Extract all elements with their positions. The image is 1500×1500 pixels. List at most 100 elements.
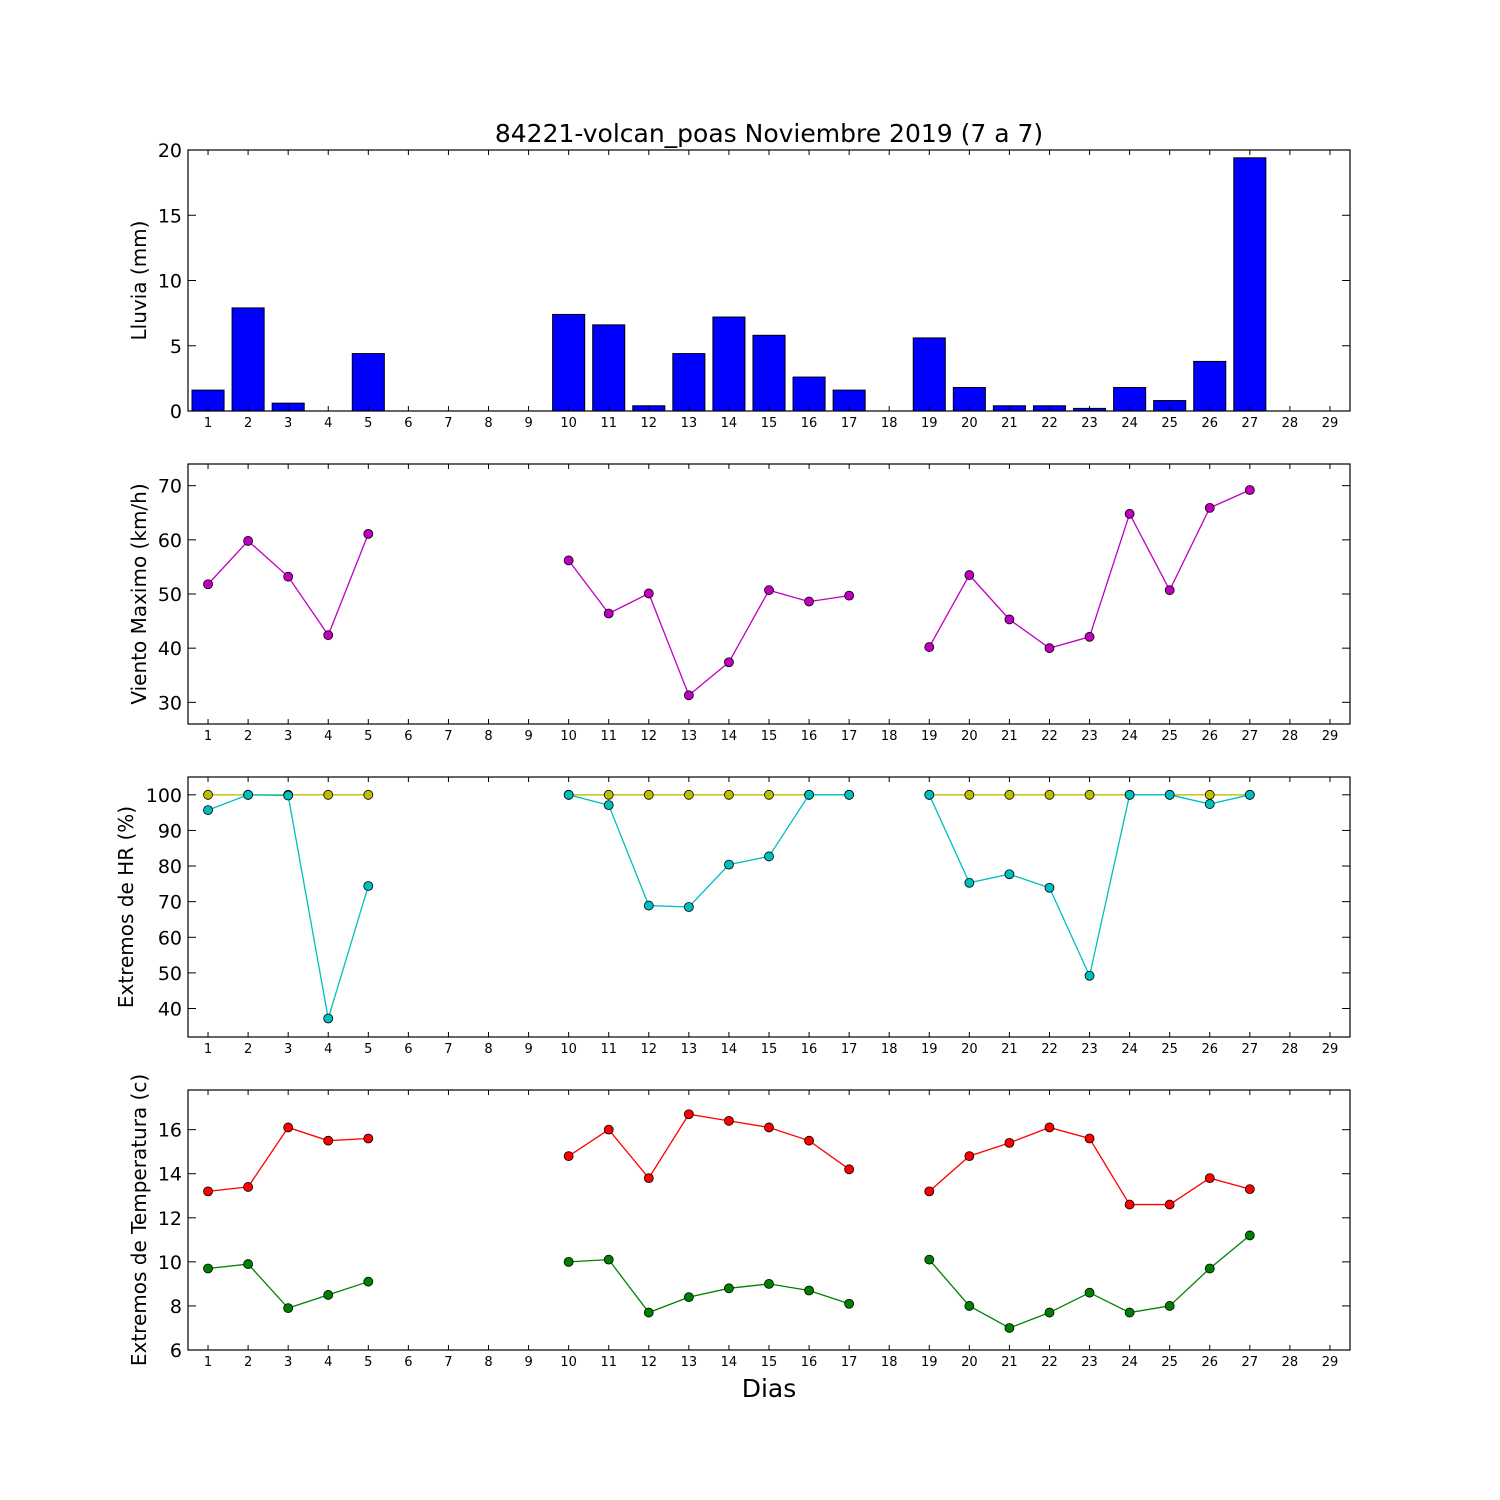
series-1-point-day-16 [804, 596, 814, 607]
series-1-point-day-20 [964, 1151, 975, 1162]
y-tick-label: 50 [158, 963, 182, 985]
series-2-point-day-22 [1044, 1307, 1055, 1318]
x-tick-label: 14 [721, 729, 738, 744]
x-tick-label: 3 [284, 416, 292, 431]
series-1-point-day-3 [283, 1122, 294, 1133]
x-tick-label: 16 [801, 1355, 818, 1370]
y-tick-label: 5 [170, 336, 182, 358]
bar-day-13 [672, 353, 706, 412]
x-tick-label: 15 [761, 1355, 778, 1370]
series-1-point-day-1 [203, 1186, 213, 1197]
series-1-point-day-26 [1204, 789, 1215, 800]
x-tick-label: 17 [841, 1355, 858, 1370]
x-tick-label: 6 [404, 729, 412, 744]
series-2-point-day-21 [1004, 1323, 1015, 1333]
x-tick-label: 20 [961, 1042, 978, 1057]
series-1-point-day-11 [603, 1124, 614, 1135]
series-2-point-day-3 [283, 1303, 294, 1314]
x-tick-label: 16 [801, 1042, 818, 1057]
x-tick-label: 28 [1282, 416, 1299, 431]
x-tick-label: 8 [484, 729, 492, 744]
x-tick-label: 26 [1201, 1355, 1218, 1370]
x-tick-label: 27 [1242, 416, 1259, 431]
y-tick-label: 90 [158, 820, 182, 842]
series-2-point-day-20 [964, 1301, 975, 1311]
series-1-point-day-22 [1044, 1122, 1055, 1133]
x-tick-label: 11 [600, 729, 617, 744]
series-2-point-day-23 [1084, 1287, 1095, 1298]
x-tick-label: 13 [681, 416, 698, 431]
series-2-point-day-17 [844, 1298, 855, 1309]
x-tick-label: 4 [324, 1042, 332, 1057]
x-tick-label: 20 [961, 416, 978, 431]
series-2-point-day-27 [1244, 1230, 1255, 1241]
panel-3: 1 2 3 4 5 6 7 8 9 10 11 12 13 14 15 16 17 18 19 20 21 22 23 24 2… [114, 776, 1351, 1057]
series-1-point-day-19 [924, 642, 935, 652]
series-1-point-day-10 [563, 555, 574, 566]
y-tick-label: 60 [158, 927, 182, 949]
x-tick-label: 13 [681, 1042, 698, 1057]
x-tick-label: 11 [600, 1042, 617, 1057]
series-2-point-day-27 [1244, 789, 1255, 800]
series-2-point-day-21 [1004, 869, 1015, 880]
series-2-point-day-4 [323, 1290, 334, 1300]
x-tick-label: 21 [1001, 416, 1018, 431]
x-tick-label: 24 [1121, 416, 1138, 431]
x-tick-label: 3 [284, 1042, 292, 1057]
x-tick-label: 17 [841, 416, 858, 431]
bar-day-10 [552, 313, 586, 412]
x-tick-label: 12 [641, 1355, 658, 1370]
x-tick-label: 15 [761, 729, 778, 744]
series-2-point-day-12 [643, 900, 654, 911]
x-tick-label: 9 [524, 416, 532, 431]
series-2-point-day-19 [924, 1254, 935, 1265]
series-1-point-day-13 [683, 1109, 694, 1120]
x-tick-label: 23 [1081, 416, 1098, 431]
series-1-point-day-11 [603, 608, 614, 619]
x-tick-label: 17 [841, 729, 858, 744]
x-tick-label: 27 [1242, 1355, 1259, 1370]
x-tick-label: 15 [761, 1042, 778, 1057]
series-1-point-day-5 [363, 1133, 374, 1144]
series-2-point-day-13 [683, 902, 694, 912]
x-tick-label: 24 [1121, 729, 1138, 744]
x-tick-label: 1 [204, 416, 212, 431]
x-tick-label: 19 [921, 1042, 938, 1057]
y-axis-label: Extremos de HR (%) [114, 806, 138, 1008]
x-tick-label: 17 [841, 1042, 858, 1057]
series-2-point-day-4 [323, 1013, 334, 1024]
y-axis-label: Viento Maximo (km/h) [127, 483, 151, 704]
series-2-point-day-24 [1124, 789, 1135, 800]
series-1-point-day-26 [1204, 502, 1215, 513]
series-1-point-day-17 [844, 1164, 855, 1175]
x-tick-label: 22 [1041, 1355, 1058, 1370]
series-1-line [568, 560, 850, 697]
series-1-line [568, 1113, 850, 1180]
series-2-point-day-23 [1084, 970, 1095, 981]
x-tick-label: 14 [721, 1042, 738, 1057]
x-tick-label: 2 [244, 1355, 252, 1370]
series-1-point-day-27 [1244, 485, 1255, 495]
x-tick-label: 10 [560, 729, 577, 744]
bar-day-11 [592, 324, 626, 412]
x-tick-label: 7 [444, 1042, 452, 1057]
y-tick-label: 40 [158, 999, 182, 1021]
series-2-point-day-13 [683, 1292, 694, 1303]
series-2-point-day-14 [724, 859, 734, 870]
panel-4: 1 2 3 4 5 6 7 8 9 10 11 12 13 14 15 16 17 18 19 20 21 22 23 24 2… [127, 1074, 1351, 1370]
x-tick-label: 29 [1322, 1042, 1339, 1057]
x-tick-label: 16 [801, 416, 818, 431]
series-1-point-day-24 [1124, 508, 1135, 519]
x-tick-label: 24 [1121, 1042, 1138, 1057]
x-tick-label: 29 [1322, 416, 1339, 431]
series-2-point-day-5 [363, 881, 374, 891]
y-axis-label: Extremos de Temperatura (c) [127, 1074, 151, 1366]
series-2-point-day-19 [924, 789, 935, 800]
series-1-point-day-5 [363, 789, 374, 800]
series-2-line [568, 794, 850, 908]
series-1-point-day-14 [724, 789, 734, 800]
series-1-point-day-23 [1084, 789, 1095, 800]
y-tick-label: 30 [158, 692, 182, 714]
figure-title: 84221-volcan_poas Noviembre 2019 (7 a 7) [495, 119, 1043, 148]
